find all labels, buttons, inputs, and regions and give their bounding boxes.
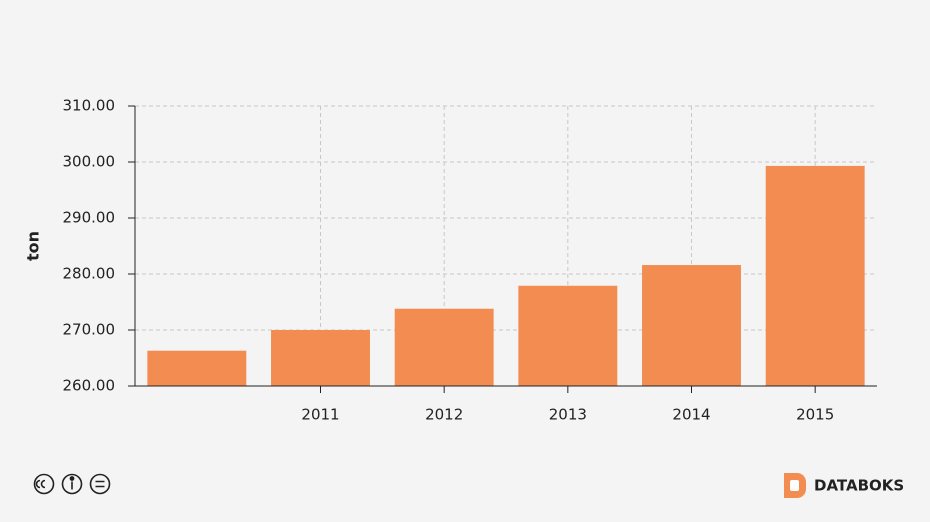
y-tick-label: 300.00: [63, 153, 116, 171]
y-tick-label: 310.00: [63, 97, 116, 115]
bar: [271, 330, 370, 386]
bar: [394, 308, 494, 386]
bar: [518, 285, 618, 386]
x-tick-label: 2012: [425, 406, 463, 424]
license-icons: [33, 473, 111, 495]
y-tick-label: 260.00: [63, 377, 116, 395]
x-tick-label: 2013: [549, 406, 587, 424]
x-tick-label: 2014: [672, 406, 710, 424]
bar: [642, 265, 741, 386]
bar: [765, 165, 865, 386]
y-tick-label: 280.00: [63, 265, 116, 283]
x-tick-label: 2015: [796, 406, 834, 424]
brand-logo: [784, 473, 806, 498]
y-tick-label: 270.00: [63, 321, 116, 339]
x-tick-label: 2011: [301, 406, 339, 424]
y-axis-label: ton: [24, 231, 43, 261]
bar: [147, 350, 247, 386]
y-tick-label: 290.00: [63, 209, 116, 227]
brand-name: DATABOKS: [814, 477, 904, 495]
